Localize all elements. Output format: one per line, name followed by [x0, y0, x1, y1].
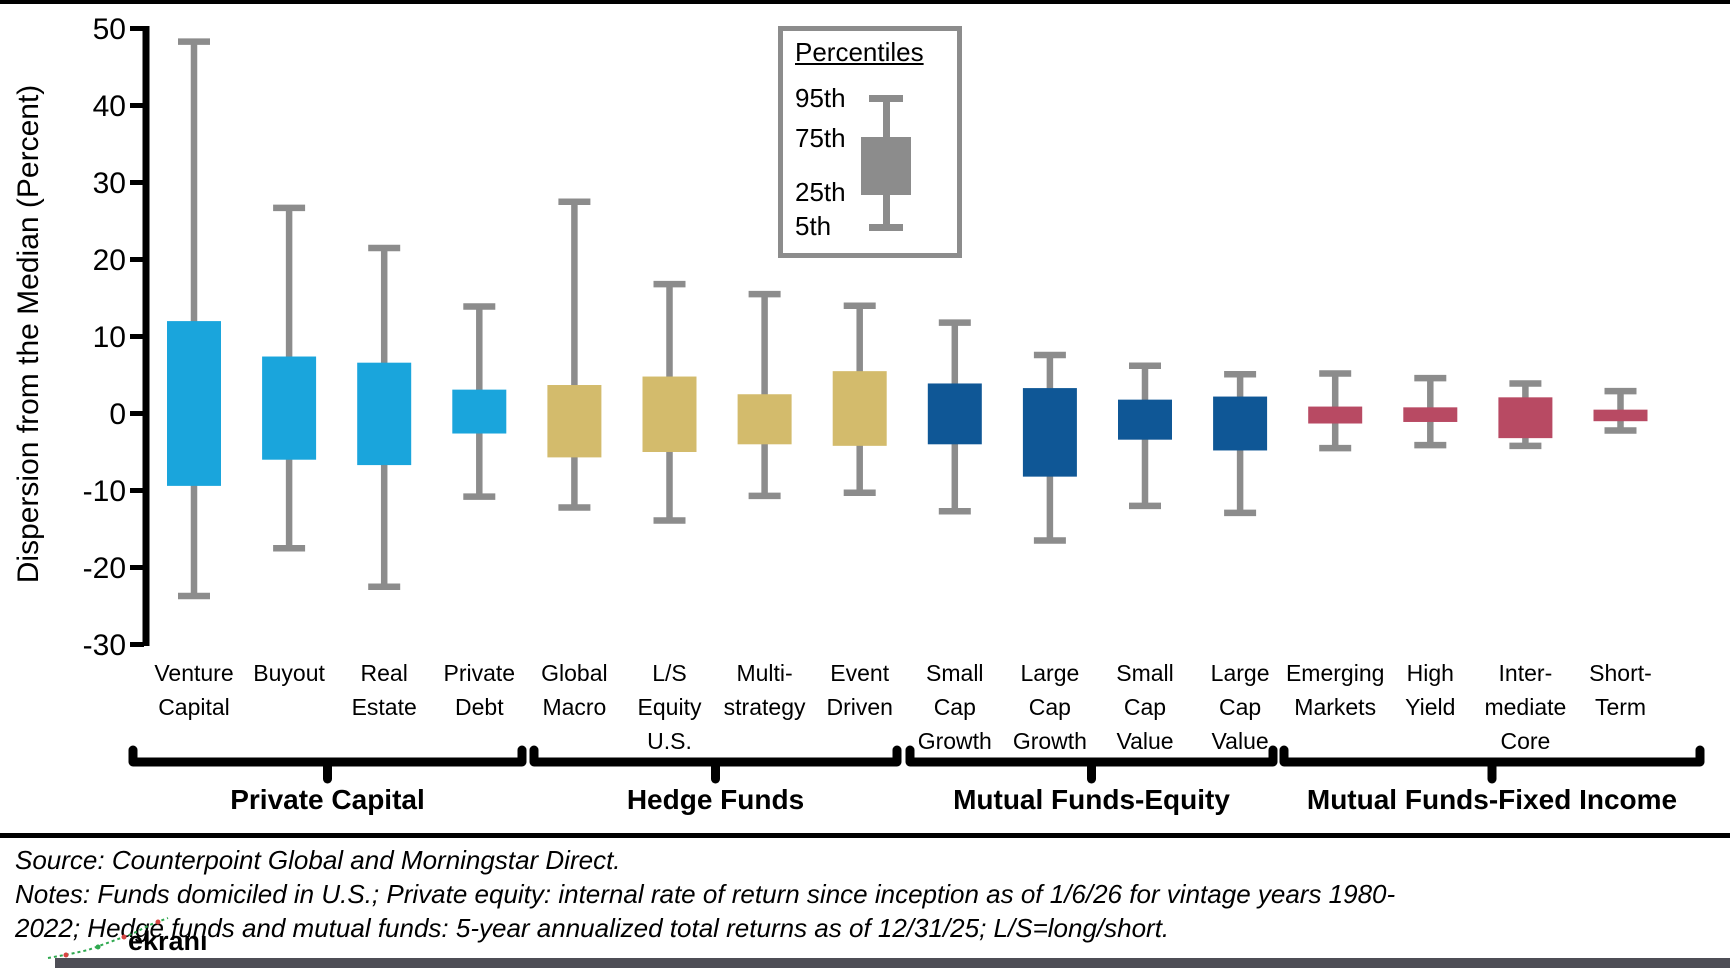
legend-label-95th: 95th	[795, 83, 846, 113]
group-label: Private Capital	[230, 784, 425, 815]
y-tick-label: 10	[93, 321, 126, 354]
legend-label-5th: 5th	[795, 211, 832, 241]
category-label: Short- Term	[1589, 660, 1652, 720]
watermark-text: ekranı	[128, 926, 208, 956]
legend-percentile-box	[861, 137, 911, 195]
category-label: L/S Equity U.S.	[637, 660, 702, 754]
category-label: Large Cap Value	[1210, 660, 1270, 754]
watermark-chart-icon	[47, 917, 169, 959]
category-label: Private Debt	[443, 660, 516, 720]
percentile-box	[167, 321, 221, 486]
legend-whisker-cap-top	[869, 95, 903, 102]
percentile-box	[262, 356, 317, 460]
percentile-box	[357, 362, 412, 466]
legend: Percentiles 95th 75th 25th 5th	[778, 26, 962, 258]
watermark: ekranı	[40, 912, 260, 964]
category-label: Event Driven	[826, 660, 893, 720]
group-label: Mutual Funds-Equity	[953, 784, 1230, 815]
legend-label-75th: 75th	[795, 123, 846, 153]
group-label: Hedge Funds	[626, 784, 805, 815]
y-tick-label: -10	[83, 475, 126, 508]
category-label: Small Cap Value	[1116, 660, 1174, 754]
percentile-box	[642, 376, 697, 452]
legend-whisker-cap-bottom	[869, 224, 903, 231]
group-label: Mutual Funds-Fixed Income	[1306, 784, 1678, 815]
percentile-box	[547, 385, 602, 458]
footer-separator-line	[0, 833, 1730, 838]
box-whisker-plot: 50 40 30 20 10 0 -10 -20 -30	[83, 13, 1705, 784]
category-label: Large Cap Growth	[1012, 660, 1087, 754]
source-line: Source: Counterpoint Global and Mornings…	[15, 845, 621, 875]
category-label: Inter- mediate Core	[1484, 660, 1567, 754]
percentile-box	[1403, 407, 1458, 422]
y-axis-title: Dispersion from the Median (Percent)	[12, 84, 45, 584]
y-tick-label: 30	[93, 167, 126, 200]
percentile-box	[832, 371, 887, 446]
legend-title: Percentiles	[795, 37, 924, 67]
footer-notes: Source: Counterpoint Global and Mornings…	[15, 843, 1720, 945]
percentile-box	[927, 383, 982, 445]
y-tick-label: 0	[109, 398, 126, 431]
category-label: Multi- strategy	[723, 660, 806, 720]
top-border-line	[0, 0, 1730, 4]
category-label: Real Estate	[351, 660, 417, 720]
category-label: Emerging Markets	[1285, 660, 1385, 720]
percentile-box	[1022, 388, 1077, 477]
percentile-box	[1308, 406, 1363, 424]
notes-line-1: Notes: Funds domiciled in U.S.; Private …	[15, 879, 1396, 909]
y-tick-label: 50	[93, 13, 126, 46]
category-label: Global Macro	[541, 660, 608, 720]
percentile-box	[737, 394, 792, 445]
notes-line-2: 2022; Hedge funds and mutual funds: 5-ye…	[15, 913, 1170, 943]
category-label: Venture Capital	[154, 660, 234, 720]
percentile-box	[1118, 399, 1172, 440]
y-tick-label: 40	[93, 90, 126, 123]
category-label: High Yield	[1405, 660, 1456, 720]
percentile-box	[452, 389, 507, 434]
y-tick-label: -30	[83, 629, 126, 662]
category-label: Buyout	[253, 660, 325, 686]
percentile-box	[1213, 396, 1268, 451]
bottom-bar	[55, 958, 1730, 968]
category-label: Small Cap Growth	[917, 660, 992, 754]
legend-label-25th: 25th	[795, 177, 846, 207]
percentile-box	[1498, 397, 1553, 439]
percentile-box	[1593, 409, 1648, 422]
y-tick-label: -20	[83, 552, 126, 585]
y-tick-label: 20	[93, 244, 126, 277]
